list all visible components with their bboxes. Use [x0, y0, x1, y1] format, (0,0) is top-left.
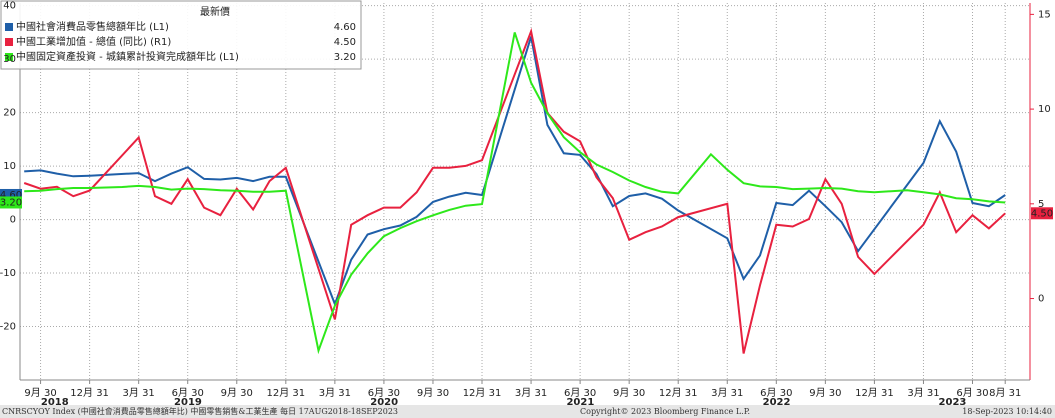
y2-tick-label: 15 [1038, 9, 1051, 20]
last-value-label: 4.60 [0, 190, 22, 201]
year-label: 2018 [41, 397, 69, 408]
series-line [24, 32, 1006, 355]
series-line [24, 36, 1006, 307]
x-tick-label: 12月 31 [659, 387, 698, 399]
year-label: 2021 [566, 397, 594, 408]
x-tick-label: 12月 31 [266, 387, 305, 399]
legend: 最新價 中國社會消費品零售總額年比 (L1) 4.60 中國工業增加值 - 總值 (… [0, 0, 362, 70]
y-tick-label: -20 [0, 322, 16, 333]
y-tick-label: 10 [3, 161, 16, 172]
legend-label: 中國工業增加值 - 總值 (同比) (R1) [16, 35, 171, 48]
x-tick-label: 9月 30 [417, 387, 449, 399]
footer-bar [0, 405, 1055, 418]
last-value-box [0, 196, 22, 209]
footer-right: 18-Sep-2023 10:14:40 [962, 407, 1052, 416]
y2-tick-label: 10 [1038, 104, 1051, 115]
x-tick-label: 9月 30 [221, 387, 253, 399]
x-tick-label: 6月 30 [760, 387, 792, 399]
legend-title: 最新價 [200, 5, 230, 18]
x-tick-label: 3月 31 [711, 387, 743, 399]
year-label: 2019 [174, 397, 202, 408]
legend-swatch [5, 23, 13, 31]
y2-tick-label: 0 [1038, 294, 1044, 305]
year-label: 2023 [939, 397, 967, 408]
x-tick-label: 9月 30 [24, 387, 56, 399]
x-tick-label: 8月 31 [989, 387, 1021, 399]
x-tick-label: 3月 31 [907, 387, 939, 399]
x-tick-label: 9月 30 [613, 387, 645, 399]
legend-swatch [5, 53, 13, 61]
legend-label: 中國社會消費品零售總額年比 (L1) [16, 20, 169, 33]
y-tick-label: 40 [3, 1, 16, 12]
x-tick-label: 3月 31 [515, 387, 547, 399]
x-tick-label: 12月 31 [70, 387, 109, 399]
y-tick-label: -10 [0, 268, 16, 279]
x-tick-label: 3月 31 [123, 387, 155, 399]
legend-label: 中國固定資產投資 - 城鎮累計投資完成額年比 (L1) [16, 50, 239, 63]
x-tick-label: 6月 30 [368, 387, 400, 399]
year-label: 2020 [370, 397, 398, 408]
legend-value: 4.60 [334, 22, 356, 33]
footer-left: CNRSCYOY Index (中國社會消費品零售總額年比) 中國零售銷售&工業… [2, 406, 398, 416]
lines [23, 27, 1006, 355]
last-value-box [1031, 207, 1053, 220]
last-value-label: 3.20 [0, 197, 22, 208]
year-label: 2022 [763, 397, 791, 408]
y-tick-label: 30 [3, 54, 16, 65]
x-tick-label: 12月 31 [463, 387, 502, 399]
y2-tick-label: 5 [1038, 199, 1044, 210]
y-tick-label: 0 [10, 215, 16, 226]
legend-swatch [5, 38, 13, 46]
y-tick-label: 20 [3, 108, 16, 119]
legend-box [0, 0, 362, 70]
x-tick-label: 12月 31 [855, 387, 894, 399]
x-tick-label: 6月 30 [956, 387, 988, 399]
x-tick-label: 9月 30 [809, 387, 841, 399]
legend-value: 3.20 [334, 52, 356, 63]
x-tick-label: 6月 30 [172, 387, 204, 399]
footer-center: Copyright© 2023 Bloomberg Finance L.P. [580, 407, 750, 416]
legend-value: 4.50 [334, 37, 356, 48]
x-tick-label: 6月 30 [564, 387, 596, 399]
last-value-label: 4.50 [1031, 208, 1053, 219]
x-tick-label: 3月 31 [319, 387, 351, 399]
